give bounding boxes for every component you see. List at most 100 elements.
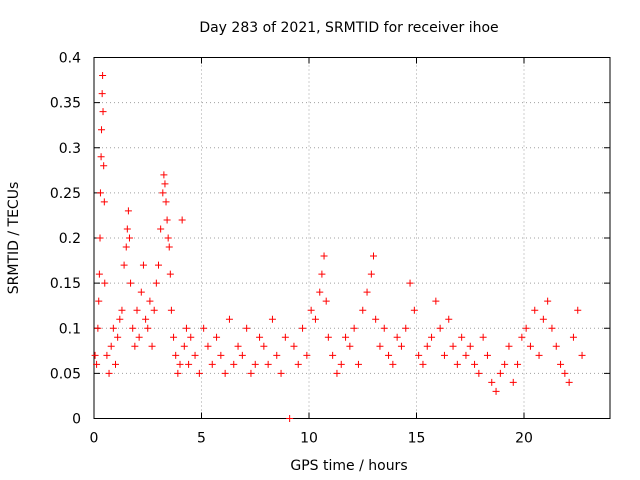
data-point [496,369,504,377]
data-point [200,324,208,332]
y-tick-label: 0.35 [50,96,81,112]
chart-title: Day 283 of 2021, SRMTID for receiver iho… [199,20,498,36]
data-point [243,324,251,332]
data-point [264,360,272,368]
data-point [165,243,173,251]
data-point [557,360,565,368]
data-point [164,234,172,242]
data-point [548,324,556,332]
data-point [544,297,552,305]
data-point [185,360,193,368]
data-point [286,415,294,422]
data-point [569,333,577,341]
data-point [268,315,276,323]
data-point [561,369,569,377]
x-tick-label: 15 [408,431,426,447]
data-point [509,378,517,386]
data-point [182,324,190,332]
data-point [329,351,337,359]
data-point [142,315,150,323]
x-tick-label: 0 [90,431,99,447]
data-point [95,297,103,305]
data-point [93,360,101,368]
data-point [116,315,124,323]
data-point [129,324,137,332]
data-point [123,225,131,233]
data-point [518,333,526,341]
data-point [322,297,330,305]
data-point [475,369,483,377]
y-tick-label: 0.2 [59,231,81,247]
x-axis-label: GPS time / hours [290,458,407,474]
data-point [137,288,145,296]
data-point [176,360,184,368]
data-point [419,360,427,368]
data-point [324,333,332,341]
data-point [174,369,182,377]
data-point [380,324,388,332]
data-point [415,351,423,359]
data-point [152,279,160,287]
data-point [100,162,108,170]
data-point [144,324,152,332]
data-point [449,342,457,350]
data-point [251,360,259,368]
data-point [359,306,367,314]
data-point [466,342,474,350]
data-point [574,306,582,314]
data-point [436,324,444,332]
data-point [370,252,377,260]
data-point [320,252,328,260]
data-point [346,342,354,350]
data-point [167,306,175,314]
data-point [294,360,302,368]
data-point [501,360,509,368]
data-point [238,351,246,359]
data-point [146,297,154,305]
data-point [180,342,188,350]
data-point [112,360,119,368]
data-point [367,270,375,278]
data-point [101,279,109,287]
data-point [440,351,448,359]
data-point [514,360,522,368]
data-point [139,261,147,269]
x-tick-label: 20 [515,431,533,447]
data-point [99,108,107,116]
data-point [552,342,560,350]
y-tick-label: 0.25 [50,186,81,202]
data-point [217,351,225,359]
data-point [397,342,405,350]
data-point [127,279,135,287]
data-point [316,288,324,296]
y-tick-label: 0 [72,412,81,428]
data-point [172,351,180,359]
data-point [98,126,106,134]
data-point [531,306,539,314]
data-point [208,360,216,368]
data-point [303,351,311,359]
data-point [492,387,500,395]
data-point [133,306,141,314]
data-point [363,288,371,296]
data-point [225,315,233,323]
data-point [385,351,393,359]
data-point [131,342,139,350]
data-point [157,225,165,233]
data-point [191,351,199,359]
data-point [354,360,362,368]
data-point [273,351,281,359]
data-point [290,342,298,350]
data-point [135,333,143,341]
data-point [107,342,115,350]
data-point [247,369,255,377]
data-point [125,234,133,242]
data-point [471,360,479,368]
y-axis-label: SRMTID / TECUs [6,182,22,295]
data-point [163,216,171,224]
data-point [114,333,122,341]
data-point [483,351,491,359]
data-point [539,315,547,323]
